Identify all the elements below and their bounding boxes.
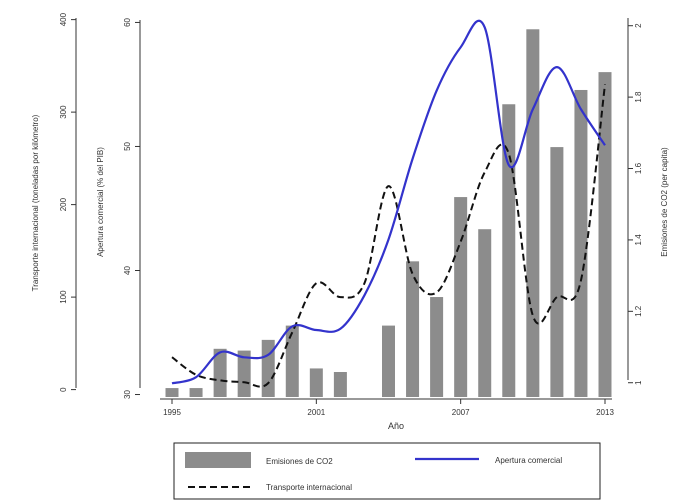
co2-bar bbox=[285, 325, 299, 397]
legend-box bbox=[173, 442, 601, 500]
right-tick-label: 1.6 bbox=[634, 162, 643, 174]
co2-bar bbox=[165, 388, 179, 397]
right-tick-label: 1.2 bbox=[634, 305, 643, 317]
co2-bar bbox=[213, 348, 227, 397]
left-outer-tick-label: 0 bbox=[59, 387, 68, 392]
axis-ticks: 0 100 200 300 400 30 40 50 60 1 1.2 1.4 1.6 1.8 2 1995 2… bbox=[59, 12, 643, 417]
left-inner-tick-label: 40 bbox=[123, 265, 132, 274]
left-outer-axis-label: Transporte internacional (toneladas por … bbox=[31, 114, 40, 291]
left-inner-tick-label: 60 bbox=[123, 17, 132, 26]
right-tick-label: 1.4 bbox=[634, 234, 643, 246]
co2-bar bbox=[526, 29, 540, 398]
co2-bar bbox=[430, 297, 444, 397]
right-tick-label: 1.8 bbox=[634, 91, 643, 103]
co2-bar bbox=[502, 104, 516, 398]
co2-bar bbox=[550, 147, 564, 397]
co2-bar bbox=[237, 350, 251, 397]
x-tick-label: 2007 bbox=[452, 408, 470, 417]
co2-bar bbox=[333, 372, 347, 397]
legend-label-co2: Emisiones de CO2 bbox=[266, 457, 333, 466]
co2-bar bbox=[574, 89, 588, 398]
left-inner-tick-label: 30 bbox=[123, 390, 132, 399]
x-axis-label: Año bbox=[388, 421, 404, 431]
co2-bar bbox=[382, 325, 395, 397]
left-outer-tick-label: 300 bbox=[59, 105, 68, 119]
apertura-line bbox=[171, 19, 606, 385]
co2-bar bbox=[598, 72, 612, 398]
legend-label-transporte: Transporte internacional bbox=[266, 483, 352, 492]
left-outer-tick-label: 200 bbox=[59, 197, 68, 211]
legend-label-apertura: Apertura comercial bbox=[495, 456, 562, 465]
right-tick-label: 1 bbox=[634, 380, 643, 385]
legend: Emisiones de CO2 Apertura comercial Tran… bbox=[173, 442, 601, 500]
left-outer-tick-label: 400 bbox=[59, 12, 68, 26]
left-inner-tick-label: 50 bbox=[123, 141, 132, 150]
co2-bar bbox=[478, 229, 492, 397]
legend-swatch-co2 bbox=[185, 452, 251, 468]
right-axis-label: Emisiones de CO2 (per capita) bbox=[660, 147, 669, 257]
left-inner-axis-label: Apertura comercial (% del PIB) bbox=[96, 147, 105, 257]
co2-bar bbox=[189, 388, 203, 397]
right-tick-label: 2 bbox=[634, 23, 643, 28]
co2-bar bbox=[406, 261, 420, 397]
co2-bars bbox=[165, 29, 612, 398]
series-lines bbox=[171, 19, 606, 388]
co2-bar bbox=[261, 339, 275, 397]
x-tick-label: 1995 bbox=[163, 408, 181, 417]
transporte-line bbox=[171, 84, 606, 388]
x-tick-label: 2001 bbox=[307, 408, 325, 417]
left-outer-tick-label: 100 bbox=[59, 290, 68, 304]
x-tick-label: 2013 bbox=[596, 408, 614, 417]
co2-bar bbox=[454, 197, 468, 397]
co2-bar bbox=[309, 368, 323, 397]
